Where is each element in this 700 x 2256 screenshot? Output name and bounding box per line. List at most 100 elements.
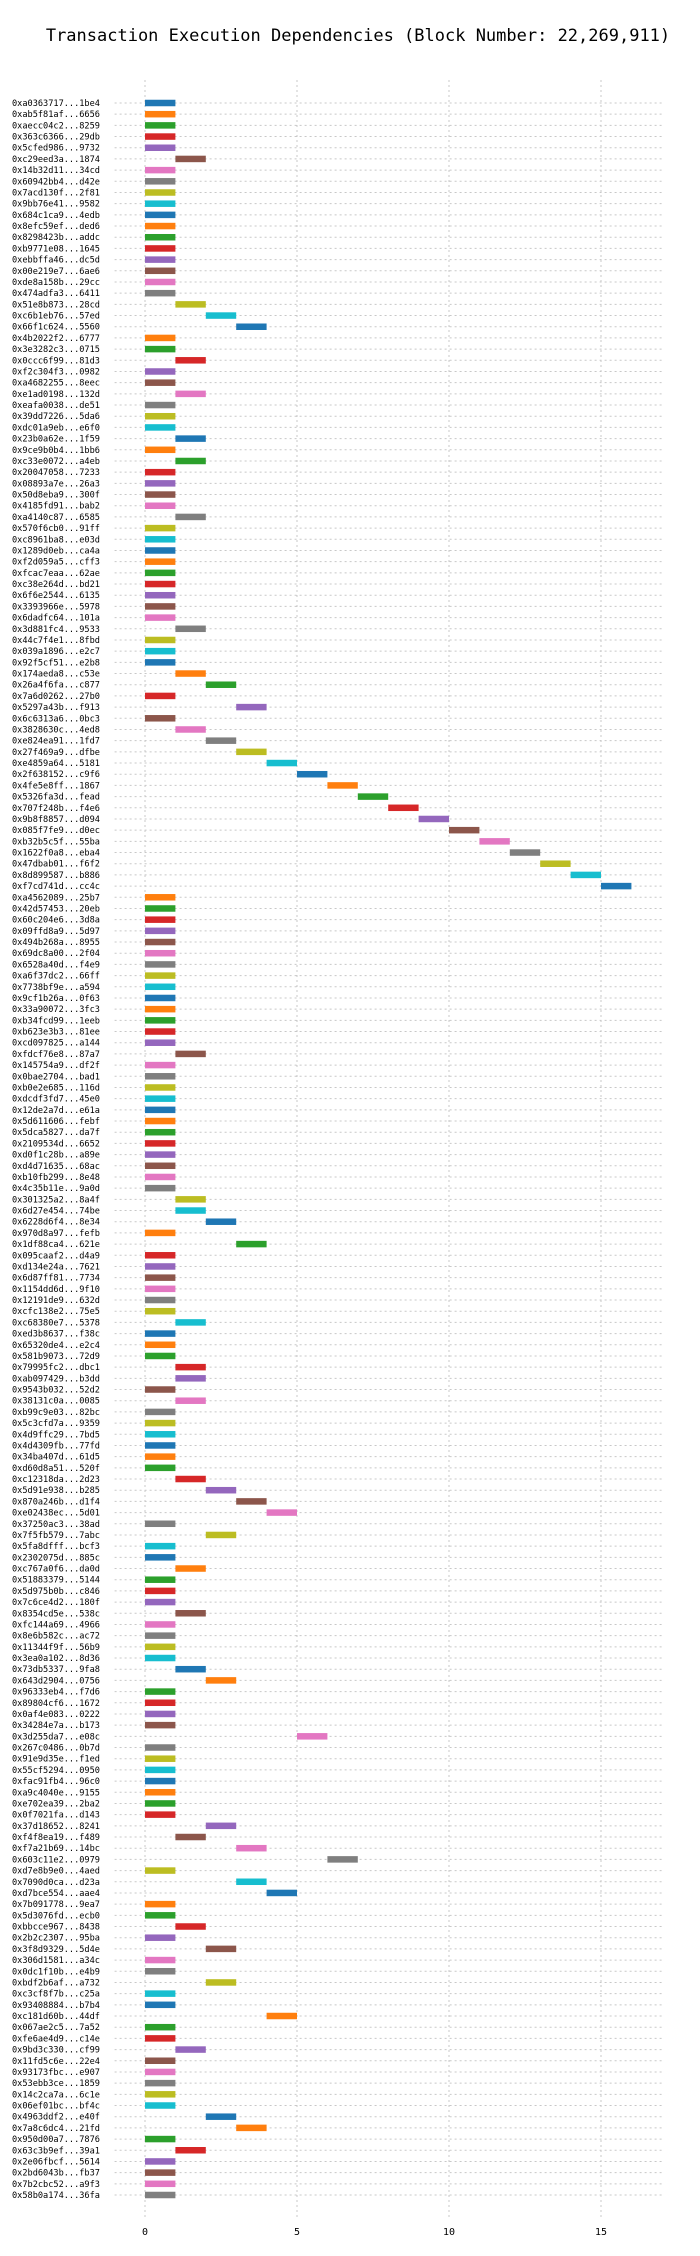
tx-label: 0x474adfa3...6411 <box>12 289 100 299</box>
tx-label: 0xb623e3b3...81ee <box>12 1028 100 1038</box>
tx-bar <box>145 1990 176 1997</box>
tx-label: 0x5dca5827...da7f <box>12 1128 100 1138</box>
tx-label: 0x3ea0a102...8d36 <box>12 1654 100 1664</box>
tx-label: 0x55cf5294...0950 <box>12 1766 100 1776</box>
tx-bar <box>175 1397 206 1404</box>
tx-bar <box>145 659 176 666</box>
tx-label: 0x11344f9f...56b9 <box>12 1643 100 1653</box>
tx-bar <box>145 1632 176 1639</box>
tx-bar <box>145 1699 176 1707</box>
tx-bar <box>145 524 176 532</box>
tx-bar <box>175 625 206 633</box>
tx-label: 0x5c3cfd7a...9359 <box>12 1419 100 1429</box>
tx-bar <box>145 1140 176 1147</box>
tx-label: 0x44c7f4e1...8fbd <box>12 636 100 646</box>
tx-bar <box>175 1363 206 1371</box>
tx-label: 0x7f5fb579...7abc <box>12 1531 100 1541</box>
tx-bar <box>145 99 176 107</box>
tx-label: 0x53ebb3ce...1859 <box>12 2079 100 2089</box>
tx-bar <box>205 1677 237 1684</box>
tx-bar <box>570 871 601 879</box>
tx-bar <box>145 379 176 386</box>
tx-bar <box>145 1061 176 1069</box>
tx-bar <box>236 1844 267 1852</box>
tx-bar <box>540 860 571 867</box>
tx-label: 0x950d00a7...7876 <box>12 2135 100 2145</box>
tx-bar <box>145 2001 176 2009</box>
grid <box>114 80 662 2218</box>
tx-bar <box>145 2035 176 2042</box>
tx-bar <box>145 1285 176 1293</box>
tx-label: 0xfcac7eaa...62ae <box>12 569 100 579</box>
tx-bar <box>175 726 206 733</box>
tx-bar <box>145 1106 176 1114</box>
tx-label: 0xebbffa46...dc5d <box>12 256 100 266</box>
tx-bar <box>145 1789 176 1796</box>
tx-label: 0xb34fcd99...1eeb <box>12 1016 100 1026</box>
tx-label: 0x5d3076fd...ecb0 <box>12 1911 100 1921</box>
tx-label: 0x3e3282c3...0715 <box>12 345 100 355</box>
tx-label: 0x79995fc2...dbc1 <box>12 1363 100 1373</box>
tx-bar <box>145 468 176 476</box>
tx-label: 0x12de2a7d...e61a <box>12 1106 100 1116</box>
tx-bar <box>145 368 176 375</box>
tx-bar <box>145 278 176 286</box>
tx-label: 0xc33e0072...a4eb <box>12 457 100 467</box>
tx-bar <box>145 1431 176 1438</box>
tx-label: 0x067ae2c5...7a52 <box>12 2023 100 2033</box>
tx-label: 0x73db5337...9fa8 <box>12 1665 100 1675</box>
tx-bar <box>145 1028 176 1035</box>
tx-label: 0xfac91fb4...96c0 <box>12 1777 100 1787</box>
tx-label: 0x4fe5e8ff...1867 <box>12 781 100 791</box>
tx-bar <box>205 1822 237 1830</box>
tx-label: 0xde8a158b...29cc <box>12 278 100 288</box>
tx-label: 0x095caaf2...d4a9 <box>12 1251 100 1261</box>
tx-label: 0xaecc04c2...8259 <box>12 121 100 131</box>
tx-bar <box>175 155 206 163</box>
tx-bar <box>357 793 389 800</box>
tx-bar <box>145 916 176 923</box>
tx-label: 0x6d27e454...74be <box>12 1207 100 1217</box>
tx-bar <box>145 222 176 230</box>
tx-bar <box>236 1498 267 1505</box>
tx-bar <box>145 1330 176 1337</box>
tx-label: 0x5cfed986...9732 <box>12 144 100 154</box>
tx-label: 0x9b8f8857...d094 <box>12 815 100 825</box>
tx-label: 0xed3b8637...f38c <box>12 1330 100 1340</box>
tx-label: 0x08893a7e...26a3 <box>12 479 100 489</box>
tx-bar <box>266 759 297 767</box>
tx-bar <box>145 1386 176 1393</box>
tx-label: 0x2302075d...885c <box>12 1553 100 1563</box>
tx-bar <box>145 2135 176 2143</box>
tx-bar <box>297 1733 328 1740</box>
tx-label: 0x0bae2704...bad1 <box>12 1072 100 1082</box>
tx-bar <box>145 1968 176 1975</box>
tx-label: 0x145754a9...df2f <box>12 1061 100 1071</box>
tx-label: 0xcd097825...a144 <box>12 1039 100 1049</box>
tx-bar <box>145 905 176 912</box>
x-tick-labels: 0 5 10 15 <box>142 2227 607 2238</box>
tx-label: 0x37250ac3...38ad <box>12 1520 100 1530</box>
tx-bar <box>145 1867 176 1874</box>
tx-label: 0x58b0a174...36fa <box>12 2191 100 2201</box>
tx-bar <box>175 1565 206 1572</box>
tx-bar <box>145 2023 176 2031</box>
tx-label: 0x7acd130f...2f81 <box>12 188 100 198</box>
tx-label: 0x7a8c6dc4...21fd <box>12 2124 100 2134</box>
tx-bar <box>145 1128 176 1136</box>
tx-label: 0x581b9073...72d9 <box>12 1352 100 1362</box>
tx-label: 0x11fd5c6e...22e4 <box>12 2057 100 2067</box>
tx-bar <box>145 2057 176 2065</box>
tx-bar <box>145 1453 176 1460</box>
tx-bar <box>449 826 480 834</box>
tx-label: 0x7c6ce4d2...180f <box>12 1598 100 1608</box>
tx-bar <box>297 770 328 778</box>
tx-bar <box>145 133 176 140</box>
tx-label: 0xb0e2e685...116d <box>12 1083 100 1093</box>
tx-bar <box>327 782 358 789</box>
tx-label: 0x7b2cbc52...a9f3 <box>12 2180 100 2190</box>
tx-label: 0x7a6d0262...27b0 <box>12 692 100 702</box>
tx-label: 0x66f1c624...5560 <box>12 323 100 333</box>
tx-bar <box>175 1050 206 1058</box>
tx-bar <box>145 2169 176 2176</box>
